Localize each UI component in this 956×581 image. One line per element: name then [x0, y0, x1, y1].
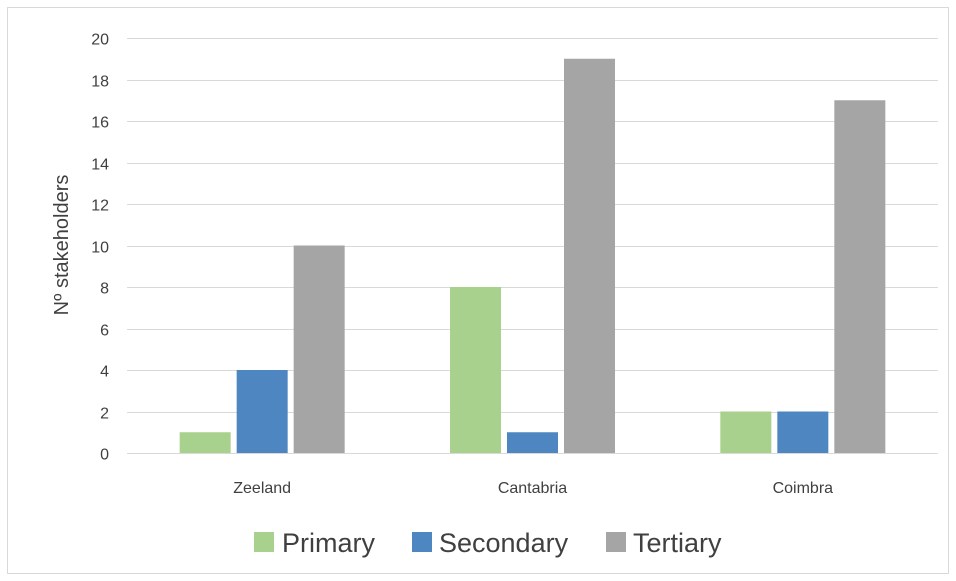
bar-secondary-zeeland — [236, 370, 288, 453]
y-tick-label: 20 — [91, 32, 109, 49]
bar-tertiary-zeeland — [293, 245, 345, 453]
x-tick-labels: Zeeland Cantabria Coimbra — [233, 480, 833, 497]
legend-swatch-primary — [254, 532, 274, 552]
y-tick-label: 4 — [100, 364, 109, 381]
y-tick-labels: 0 2 4 6 8 10 12 14 16 18 20 — [91, 32, 109, 464]
bar-secondary-cantabria — [507, 432, 558, 453]
bar-primary-coimbra — [720, 411, 772, 453]
y-axis-title: Nº stakeholders — [51, 175, 73, 316]
y-tick-label: 18 — [91, 74, 109, 91]
y-tick-label: 10 — [91, 240, 109, 257]
bar-tertiary-cantabria — [564, 58, 615, 453]
bar-secondary-coimbra — [777, 411, 829, 453]
legend-swatch-tertiary — [606, 532, 626, 552]
y-tick-label: 6 — [100, 323, 109, 340]
y-tick-label: 12 — [91, 198, 109, 215]
y-tick-label: 2 — [100, 406, 109, 423]
legend-label-tertiary: Tertiary — [633, 528, 722, 558]
y-tick-label: 0 — [100, 447, 109, 464]
x-tick-label: Coimbra — [773, 480, 834, 497]
y-tick-label: 8 — [100, 281, 109, 298]
legend-swatch-secondary — [412, 532, 432, 552]
bar-tertiary-coimbra — [834, 100, 886, 453]
x-tick-label: Cantabria — [498, 480, 567, 497]
y-tick-label: 14 — [91, 157, 109, 174]
legend: Primary Secondary Tertiary — [254, 528, 722, 558]
legend-label-primary: Primary — [282, 528, 375, 558]
bar-primary-zeeland — [179, 432, 231, 453]
x-tick-label: Zeeland — [233, 480, 291, 497]
bar-primary-cantabria — [450, 287, 501, 453]
y-tick-label: 16 — [91, 115, 109, 132]
bars — [179, 58, 886, 453]
legend-label-secondary: Secondary — [439, 528, 569, 558]
